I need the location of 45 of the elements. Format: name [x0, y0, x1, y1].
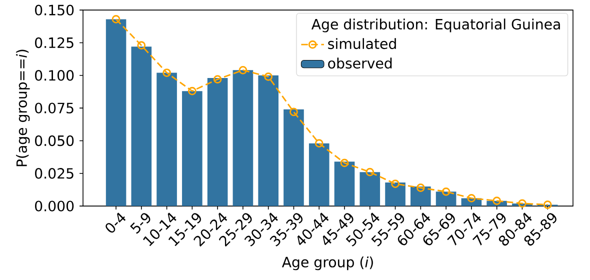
point: [264, 72, 273, 81]
bar: [182, 91, 202, 206]
bar: [232, 70, 254, 206]
point: [391, 180, 400, 188]
bar: [106, 19, 126, 206]
legend-title: Age distribution: Equatorial Guinea: [311, 18, 560, 32]
point: [188, 86, 196, 96]
point: [162, 68, 171, 77]
y-axis-title: P(age group==i): [16, 50, 30, 166]
point: [442, 187, 450, 196]
point: [366, 168, 374, 176]
legend-label: observed: [328, 58, 392, 69]
bar: [284, 109, 304, 206]
bar: [334, 162, 355, 206]
point: [340, 158, 349, 168]
bar: [436, 192, 456, 206]
point: [112, 14, 120, 24]
y-tick-label: 0.050: [35, 135, 74, 146]
point: [518, 199, 526, 208]
y-tick-label: 0.150: [35, 4, 74, 16]
bar: [308, 143, 330, 206]
legend-label: simulated: [328, 38, 396, 50]
point: [314, 139, 324, 148]
x-tick-label: 0-4: [106, 212, 126, 233]
bar: [131, 46, 152, 206]
point: [213, 75, 222, 84]
point: [238, 66, 248, 74]
bar: [207, 78, 228, 206]
point: [467, 194, 476, 202]
x-axis-title: Age group (i): [282, 256, 373, 270]
point: [290, 108, 298, 116]
y-tick-label: 0.000: [35, 200, 74, 212]
bar: [258, 75, 278, 206]
y-tick-label: 0.125: [35, 37, 74, 48]
point: [416, 184, 425, 192]
point: [492, 196, 502, 206]
y-tick-label: 0.100: [35, 70, 74, 81]
bar: [385, 182, 406, 206]
bar: [156, 72, 177, 206]
bar: [360, 172, 380, 206]
point: [543, 200, 552, 209]
point: [137, 41, 146, 50]
bar: [410, 186, 431, 206]
y-tick-label: 0.075: [35, 102, 74, 114]
y-tick-label: 0.025: [35, 168, 74, 179]
